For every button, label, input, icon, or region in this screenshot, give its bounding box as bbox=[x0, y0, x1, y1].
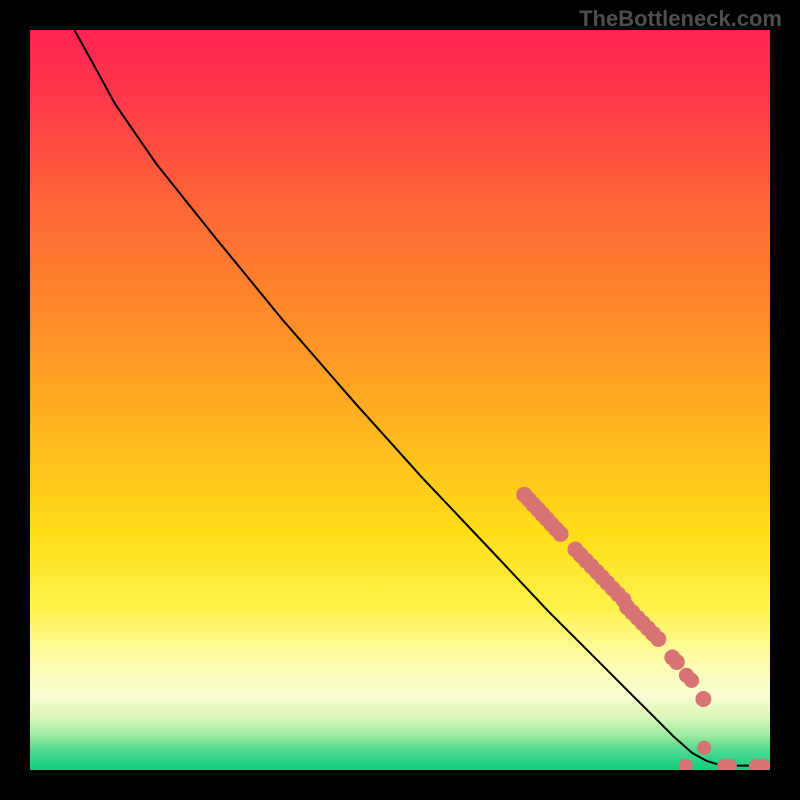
marker-dot bbox=[695, 691, 711, 707]
marker-dot bbox=[650, 631, 666, 647]
marker-dot bbox=[669, 654, 685, 670]
marker-cluster bbox=[749, 759, 770, 770]
watermark-text: TheBottleneck.com bbox=[579, 6, 782, 32]
marker-dot bbox=[553, 526, 569, 542]
marker-dot bbox=[697, 741, 711, 755]
marker-cluster bbox=[695, 691, 711, 707]
chart-plot bbox=[30, 30, 770, 770]
marker-dot bbox=[684, 673, 699, 688]
marker-cluster bbox=[717, 759, 737, 770]
